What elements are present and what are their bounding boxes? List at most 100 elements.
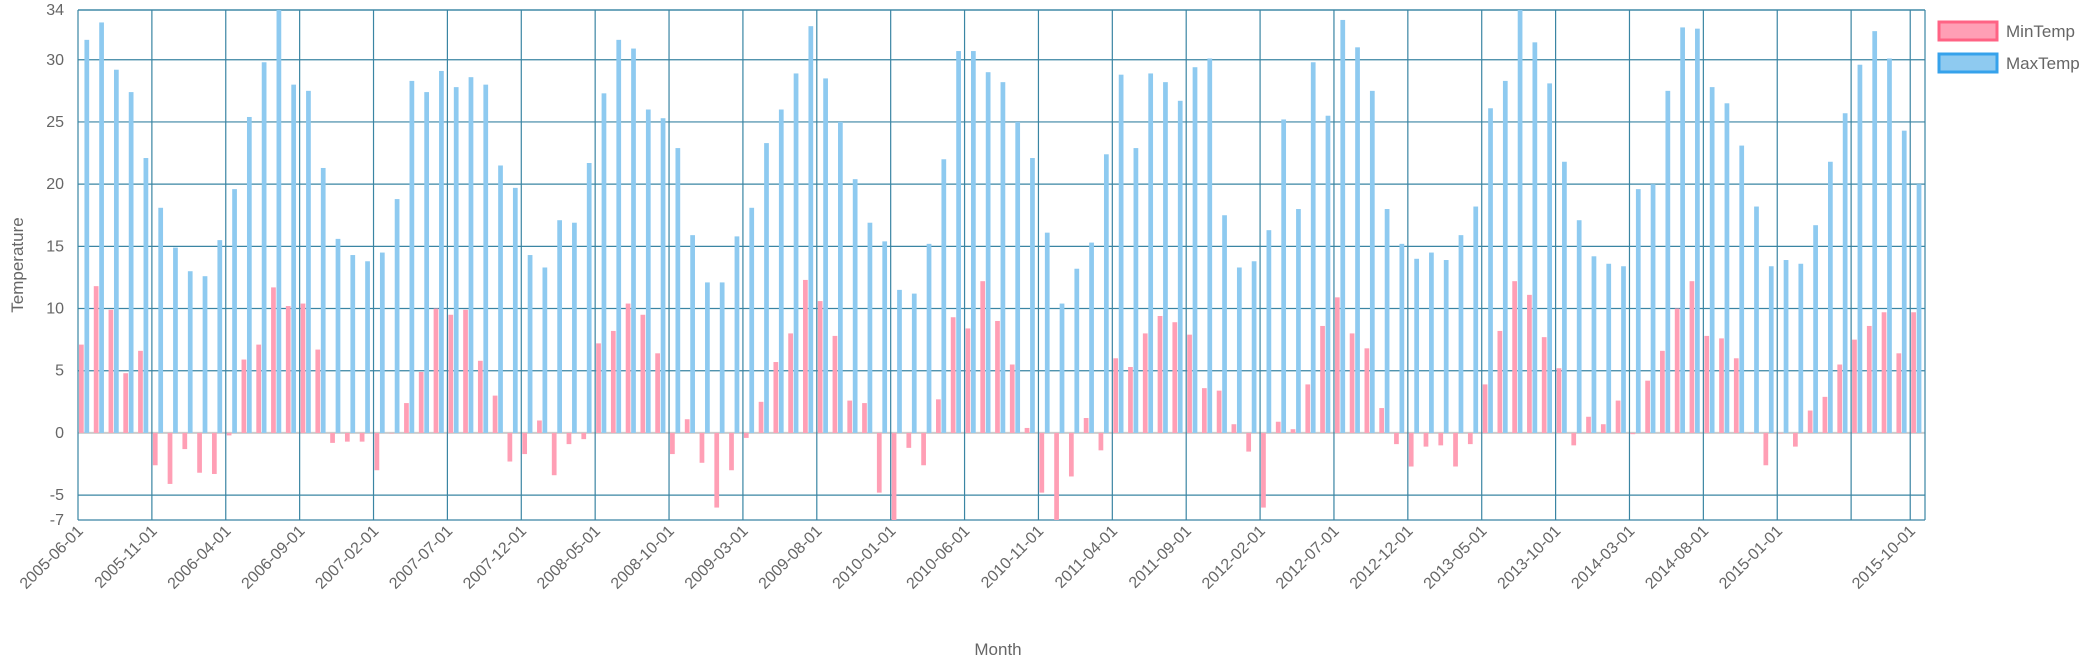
- bar-mintemp: [1334, 297, 1340, 433]
- bar-mintemp: [699, 432, 705, 463]
- bar-maxtemp: [823, 78, 828, 433]
- bar-maxtemp: [276, 10, 282, 433]
- bar-mintemp: [271, 287, 276, 433]
- bar-maxtemp: [453, 87, 459, 433]
- bar-mintemp: [1408, 432, 1414, 467]
- y-tick-label: 25: [46, 114, 64, 131]
- bar-maxtemp: [1635, 189, 1641, 433]
- bar-maxtemp: [306, 90, 311, 433]
- legend-swatch: [1937, 20, 1999, 42]
- x-tick-label: 2007-07-01: [386, 523, 456, 593]
- bar-mintemp: [1852, 339, 1857, 433]
- bar-mintemp: [1379, 408, 1385, 433]
- bar-mintemp: [182, 432, 188, 450]
- bar-maxtemp: [527, 255, 533, 433]
- bar-maxtemp: [512, 187, 518, 433]
- bar-maxtemp: [1562, 161, 1567, 433]
- bar-maxtemp: [542, 267, 548, 433]
- bar-maxtemp: [1813, 225, 1818, 433]
- bar-maxtemp: [749, 207, 755, 433]
- bar-mintemp: [670, 432, 675, 455]
- bar-maxtemp: [113, 69, 119, 433]
- bar-mintemp: [1674, 308, 1680, 433]
- bar-mintemp: [108, 309, 114, 433]
- bar-maxtemp: [1000, 82, 1006, 433]
- bar-mintemp: [359, 432, 365, 442]
- bar-mintemp: [684, 419, 690, 433]
- bar-maxtemp: [1842, 113, 1848, 433]
- x-tick-label: 2008-05-01: [534, 523, 604, 593]
- bar-maxtemp: [911, 293, 917, 433]
- bars: [79, 10, 1922, 520]
- bar-maxtemp: [867, 222, 873, 433]
- bar-maxtemp: [128, 92, 134, 433]
- bar-maxtemp: [483, 84, 489, 433]
- x-tick-label: 2012-07-01: [1273, 523, 1343, 593]
- legend-item-mintemp[interactable]: MinTemp: [1937, 20, 2075, 42]
- bar-mintemp: [152, 432, 158, 466]
- bar-mintemp: [1216, 390, 1222, 433]
- bar-mintemp: [1275, 421, 1281, 433]
- bar-mintemp: [330, 432, 335, 443]
- x-tick-label: 2014-08-01: [1642, 523, 1712, 593]
- bar-maxtemp: [1650, 184, 1656, 433]
- y-tick-label: 0: [55, 425, 64, 442]
- legend-item-maxtemp[interactable]: MaxTemp: [1937, 52, 2080, 74]
- x-tick-label: 2010-06-01: [903, 523, 973, 593]
- bar-maxtemp: [1192, 67, 1198, 433]
- bar-maxtemp: [778, 109, 784, 433]
- x-tick-label: 2014-03-01: [1568, 523, 1638, 593]
- bar-maxtemp: [1621, 266, 1626, 433]
- bar-mintemp: [507, 432, 513, 462]
- bar-mintemp: [743, 432, 749, 438]
- bar-mintemp: [1541, 337, 1547, 433]
- bar-maxtemp: [365, 261, 370, 433]
- legend-swatch: [1937, 52, 1999, 74]
- bar-mintemp: [79, 344, 84, 433]
- bar-mintemp: [1793, 432, 1798, 447]
- bar-mintemp: [1512, 281, 1518, 433]
- bar-maxtemp: [897, 289, 902, 433]
- bar-maxtemp: [1724, 103, 1730, 433]
- bar-maxtemp: [970, 51, 976, 433]
- bar-mintemp: [1467, 432, 1473, 445]
- x-tick-label: 2010-11-01: [978, 523, 1047, 592]
- bar-maxtemp: [1089, 242, 1094, 433]
- bar-maxtemp: [1458, 235, 1464, 433]
- x-tick-label: 2015-10-01: [1849, 523, 1919, 593]
- bar-mintemp: [1645, 380, 1650, 433]
- x-tick-label: 2009-08-01: [756, 523, 826, 593]
- bar-maxtemp: [616, 39, 622, 433]
- bar-maxtemp: [468, 77, 474, 433]
- bar-mintemp: [551, 432, 557, 476]
- bar-mintemp: [1290, 429, 1296, 433]
- y-tick-label: -5: [50, 487, 64, 504]
- bar-maxtemp: [1502, 80, 1508, 433]
- bar-maxtemp: [1384, 209, 1390, 433]
- x-tick-label: 2007-02-01: [312, 523, 382, 593]
- bar-mintemp: [285, 306, 291, 433]
- bar-maxtemp: [1074, 268, 1080, 433]
- bar-mintemp: [965, 328, 971, 433]
- bar-maxtemp: [320, 167, 326, 433]
- bar-mintemp: [995, 320, 1000, 433]
- bar-maxtemp: [1768, 266, 1774, 433]
- bar-maxtemp: [1783, 260, 1789, 433]
- bar-mintemp: [1600, 424, 1606, 433]
- x-tick-label: 2013-05-01: [1421, 523, 1491, 593]
- bar-maxtemp: [1296, 209, 1301, 433]
- bar-maxtemp: [690, 235, 695, 433]
- bar-mintemp: [803, 279, 808, 433]
- x-tick-label: 2011-04-01: [1052, 523, 1121, 592]
- bar-mintemp: [344, 432, 350, 442]
- bar-maxtemp: [1916, 184, 1922, 433]
- bar-maxtemp: [1251, 261, 1257, 433]
- bar-mintemp: [1009, 364, 1015, 433]
- bar-mintemp: [1128, 367, 1133, 433]
- bar-maxtemp: [1236, 267, 1242, 433]
- bar-mintemp: [1778, 432, 1783, 434]
- x-tick-label: 2005-11-01: [92, 523, 161, 592]
- bar-mintemp: [537, 420, 542, 433]
- bar-maxtemp: [1591, 256, 1597, 433]
